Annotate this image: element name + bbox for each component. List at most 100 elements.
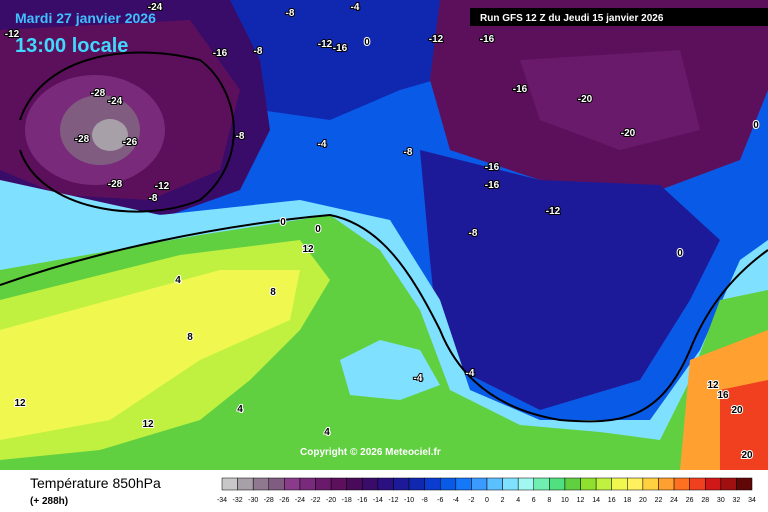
- color-bin: [595, 477, 612, 491]
- date: Mardi 27 janvier 2026: [15, 10, 156, 26]
- colorbar: -34 -32 -30 -28 -26 -24 -22 -20 -18 -16 -14 -12 -10-…: [217, 477, 756, 504]
- map-label: -16: [485, 180, 500, 191]
- map-label: -12: [318, 39, 333, 50]
- map-label: -12: [429, 34, 444, 45]
- colorbar-tick-label: 28: [701, 497, 709, 504]
- colorbar-tick-label: 4: [516, 497, 520, 504]
- legend-subtitle: (+ 288h): [30, 496, 68, 507]
- colorbar-tick-label: -30: [248, 497, 258, 504]
- time: 13:00 locale: [15, 35, 128, 57]
- colorbar-tick-label: -2: [468, 497, 474, 504]
- color-bin: [284, 477, 301, 491]
- color-bin: [580, 477, 597, 491]
- colorbar-tick-label: -18: [342, 497, 352, 504]
- color-bin: [252, 477, 270, 491]
- map-label: -28: [91, 88, 106, 99]
- colorbar-tick-label: 26: [686, 497, 694, 504]
- map-label: -8: [254, 46, 263, 57]
- map-label: -20: [578, 94, 593, 105]
- colorbar-tick-label: -10: [404, 497, 414, 504]
- map-label: 4: [175, 275, 181, 286]
- map-label: 0: [677, 248, 683, 259]
- map-label: -16: [513, 84, 528, 95]
- color-bin: [517, 477, 535, 491]
- colorbar-tick-label: 10: [561, 497, 569, 504]
- map-label: -4: [414, 373, 423, 384]
- color-bin: [315, 477, 332, 491]
- map-label: 0: [753, 120, 759, 131]
- map-label: -24: [108, 96, 123, 107]
- colorbar-tick-label: -16: [357, 497, 367, 504]
- color-bin: [471, 477, 488, 491]
- colorbar-tick-label: 12: [577, 497, 585, 504]
- map-label: 0: [315, 224, 321, 235]
- map-label: -16: [213, 48, 228, 59]
- map-label: 8: [270, 287, 276, 298]
- colorbar-tick-label: 0: [485, 497, 489, 504]
- colorbar-tick-label: 6: [532, 497, 536, 504]
- colorbar-tick-label: 8: [547, 497, 551, 504]
- colorbar-tick-label: 18: [623, 497, 631, 504]
- map-label: 12: [707, 380, 719, 391]
- map-label: -20: [621, 128, 636, 139]
- run-info: Run GFS 12 Z du Jeudi 15 janvier 2026: [480, 13, 664, 24]
- legend-title: Température 850hPa: [30, 475, 161, 491]
- colorbar-tick-label: 2: [501, 497, 505, 504]
- colorbar-tick-label: 32: [733, 497, 741, 504]
- colorbar-tick-label: 14: [592, 497, 600, 504]
- map-label: -16: [333, 43, 348, 54]
- colorbar-tick-label: -22: [310, 497, 320, 504]
- color-bin: [611, 477, 628, 491]
- map-label: -16: [485, 162, 500, 173]
- map-label: -12: [155, 181, 170, 192]
- map-label: -8: [469, 228, 478, 239]
- map-label: 0: [280, 217, 286, 228]
- color-bin: [221, 477, 238, 491]
- map-label: -4: [318, 139, 327, 150]
- map-label: -4: [466, 368, 475, 379]
- color-bin: [408, 477, 425, 491]
- colorbar-tick-label: 34: [748, 497, 756, 504]
- map-label: 0: [364, 37, 370, 48]
- map-label: 4: [237, 404, 243, 415]
- color-bin: [237, 477, 254, 491]
- map-label: -12: [5, 29, 20, 40]
- map-label: 8: [187, 332, 193, 343]
- map-label: 12: [302, 244, 314, 255]
- color-bin: [704, 477, 722, 491]
- color-bin: [720, 477, 737, 491]
- map-label: -8: [404, 147, 413, 158]
- map-label: 4: [324, 427, 330, 438]
- color-bin: [736, 477, 753, 491]
- map-labels: -24-12-8-4-16 -8-12 -160 -12 -16-16-20-20-28…: [4, 1, 760, 462]
- map-label: -8: [286, 8, 295, 19]
- colorbar-tick-label: -14: [373, 497, 383, 504]
- map-label: 16: [717, 390, 729, 401]
- color-bin: [533, 477, 550, 491]
- color-bin: [549, 477, 566, 491]
- color-bin: [393, 477, 410, 491]
- color-bin: [346, 477, 363, 491]
- color-bin: [642, 477, 659, 491]
- colorbar-tick-label: -24: [295, 497, 305, 504]
- color-bin: [673, 477, 690, 491]
- color-bin: [439, 477, 457, 491]
- color-bin: [362, 477, 379, 491]
- colorbar-tick-label: 20: [639, 497, 647, 504]
- map-label: -28: [108, 179, 123, 190]
- map-label: -8: [149, 193, 158, 204]
- colorbar-tick-label: -26: [279, 497, 289, 504]
- map-fields: [0, 0, 768, 470]
- map-label: -12: [546, 206, 561, 217]
- color-bin: [455, 477, 472, 491]
- map-label: -8: [236, 131, 245, 142]
- map-label: 20: [741, 450, 753, 461]
- color-bin: [486, 477, 503, 491]
- color-bin: [689, 477, 706, 491]
- color-bin: [424, 477, 441, 491]
- map-label: -4: [351, 2, 360, 13]
- colorbar-tick-label: -34: [217, 497, 227, 504]
- color-bin: [299, 477, 316, 491]
